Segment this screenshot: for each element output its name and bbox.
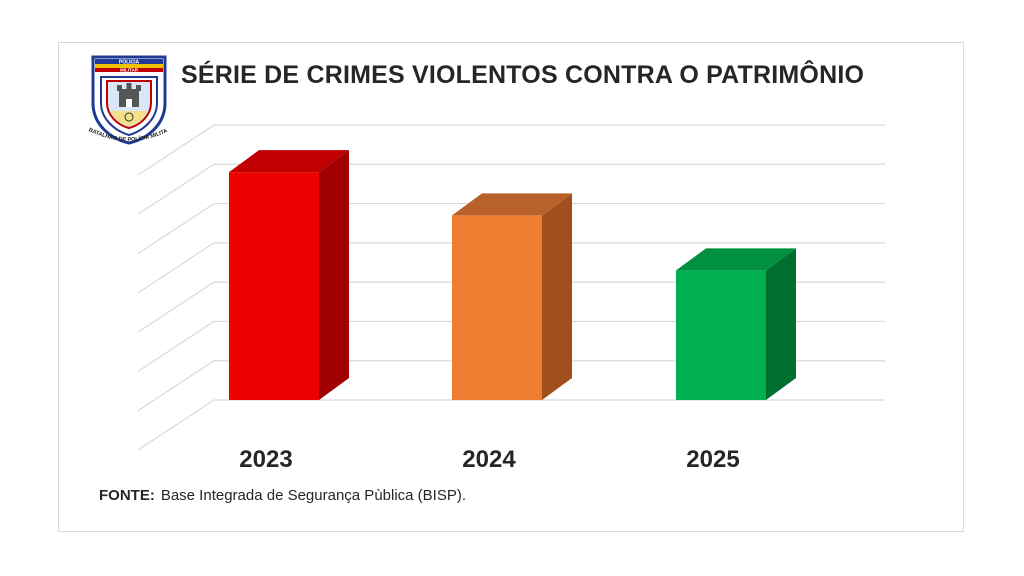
svg-text:MILITAR: MILITAR — [120, 68, 139, 73]
source-note: FONTE: Base Integrada de Segurança Pùblic… — [99, 487, 466, 504]
bar-2025 — [676, 248, 796, 400]
bar-2023 — [229, 150, 349, 400]
gridline-side — [137, 124, 215, 176]
bar-front-2025 — [676, 270, 766, 400]
x-tick-label-2023: 2023 — [239, 446, 292, 473]
bar-side-2023 — [319, 150, 349, 400]
bar-front-2023 — [229, 172, 319, 400]
gridline-side — [137, 163, 215, 215]
gridline-side — [137, 360, 215, 412]
bar-top-2025 — [676, 248, 796, 271]
x-tick-label-2024: 2024 — [462, 446, 516, 473]
gridline-side — [137, 281, 215, 333]
bar-2024 — [452, 193, 572, 400]
chart-title: SÉRIE DE CRIMES VIOLENTOS CONTRA O PATRI… — [181, 61, 865, 89]
gridline-side — [137, 399, 215, 451]
bar-side-2024 — [542, 193, 572, 400]
police-emblem-logo: POLÍCIA MILITAR 16-10 BATALHÃO DE POLÍCI… — [79, 47, 177, 147]
svg-text:POLÍCIA: POLÍCIA — [119, 58, 140, 66]
x-tick-labels: 2023 2024 2025 — [239, 446, 739, 473]
chart-card: 2023 2024 2025 POLÍCIA MILITAR — [58, 42, 964, 532]
bar-top-2024 — [452, 193, 572, 216]
chart-area: 2023 2024 2025 — [137, 124, 885, 473]
gridline-side — [137, 242, 215, 294]
bar-front-2024 — [452, 215, 542, 400]
x-tick-label-2025: 2025 — [686, 446, 739, 473]
source-label: FONTE: — [99, 487, 155, 504]
bar-top-2023 — [229, 150, 349, 173]
source-text: Base Integrada de Segurança Pùblica (BIS… — [160, 487, 467, 504]
bar-side-2025 — [766, 248, 796, 400]
gridline-side — [137, 203, 215, 255]
gridline-side — [137, 320, 215, 372]
bars — [229, 150, 796, 400]
